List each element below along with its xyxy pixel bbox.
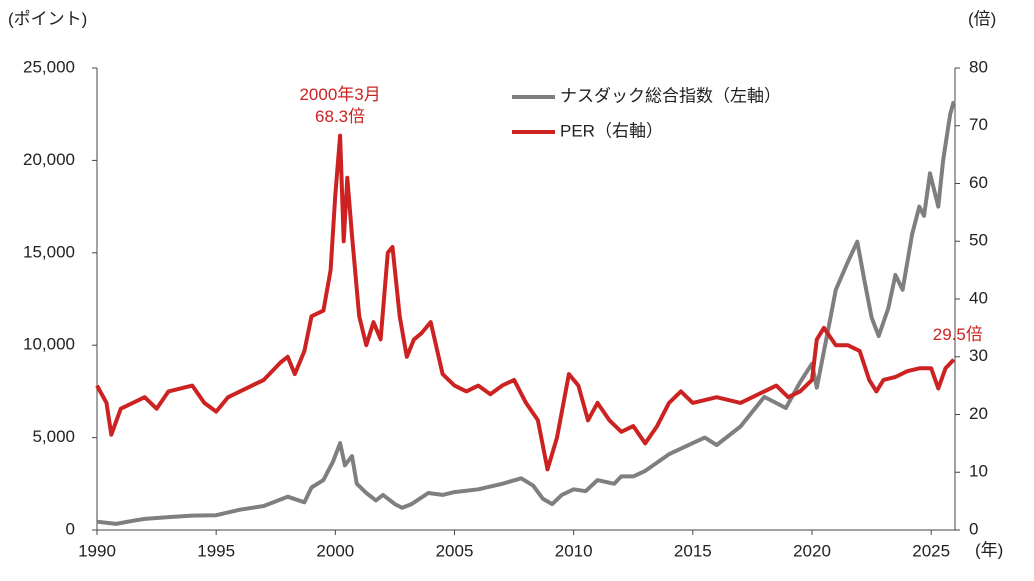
y-tick-label: 15,000 <box>23 242 75 261</box>
y2-tick-label: 60 <box>969 173 988 192</box>
y-tick-label: 25,000 <box>23 57 75 76</box>
x-tick-label: 2025 <box>912 541 950 560</box>
series-line <box>96 100 956 526</box>
y2-tick-label: 30 <box>969 346 988 365</box>
y-tick-label: 5,000 <box>32 427 75 446</box>
x-axis-label: (年) <box>975 540 1003 559</box>
legend-label: PER（右軸） <box>560 121 663 140</box>
y2-axis-label: (倍) <box>968 9 996 28</box>
x-tick-label: 2020 <box>793 541 831 560</box>
y-axis-label: (ポイント) <box>8 9 87 28</box>
y-tick-label: 20,000 <box>23 150 75 169</box>
y-tick-label: 0 <box>66 519 75 538</box>
y2-tick-label: 50 <box>969 231 988 250</box>
x-tick-label: 2000 <box>316 541 354 560</box>
y2-tick-label: 40 <box>969 288 988 307</box>
y2-tick-label: 70 <box>969 115 988 134</box>
series-line <box>95 133 956 472</box>
x-tick-label: 1990 <box>78 541 116 560</box>
legend-label: ナスダック総合指数（左軸） <box>560 86 781 105</box>
y2-tick-label: 10 <box>969 462 988 481</box>
y2-tick-label: 80 <box>969 57 988 76</box>
x-tick-label: 2010 <box>555 541 593 560</box>
y-tick-label: 10,000 <box>23 335 75 354</box>
x-tick-label: 2005 <box>436 541 474 560</box>
y2-tick-label: 0 <box>969 519 978 538</box>
annotation: 68.3倍 <box>315 107 365 126</box>
annotation: 29.5倍 <box>933 325 983 344</box>
x-tick-label: 2015 <box>674 541 712 560</box>
x-tick-label: 1995 <box>197 541 235 560</box>
y2-tick-label: 20 <box>969 404 988 423</box>
annotation: 2000年3月 <box>299 85 380 104</box>
